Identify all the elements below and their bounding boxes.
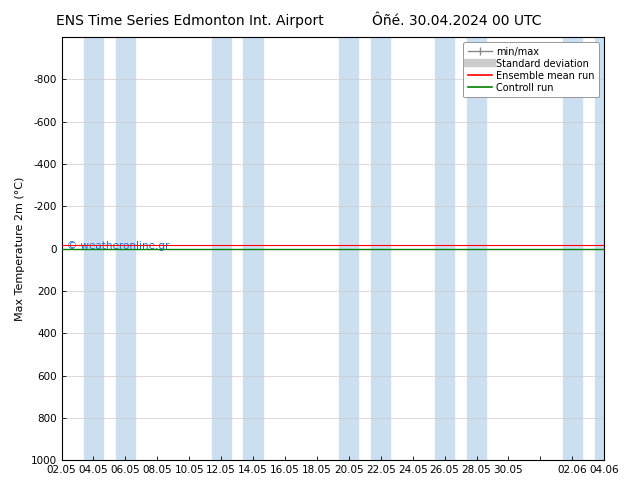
Bar	[116, 37, 135, 460]
Bar	[371, 37, 391, 460]
Bar	[595, 37, 614, 460]
Text: ENS Time Series Edmonton Int. Airport: ENS Time Series Edmonton Int. Airport	[56, 14, 324, 28]
Text: Ôñé. 30.04.2024 00 UTC: Ôñé. 30.04.2024 00 UTC	[372, 14, 541, 28]
Text: © weatheronline.gr: © weatheronline.gr	[67, 242, 169, 251]
Bar	[84, 37, 103, 460]
Bar	[212, 37, 231, 460]
Bar	[563, 37, 582, 460]
Bar	[339, 37, 358, 460]
Bar	[435, 37, 454, 460]
Bar	[467, 37, 486, 460]
Legend: min/max, Standard deviation, Ensemble mean run, Controll run: min/max, Standard deviation, Ensemble me…	[463, 42, 599, 98]
Bar	[243, 37, 262, 460]
Y-axis label: Max Temperature 2m (°C): Max Temperature 2m (°C)	[15, 176, 25, 321]
